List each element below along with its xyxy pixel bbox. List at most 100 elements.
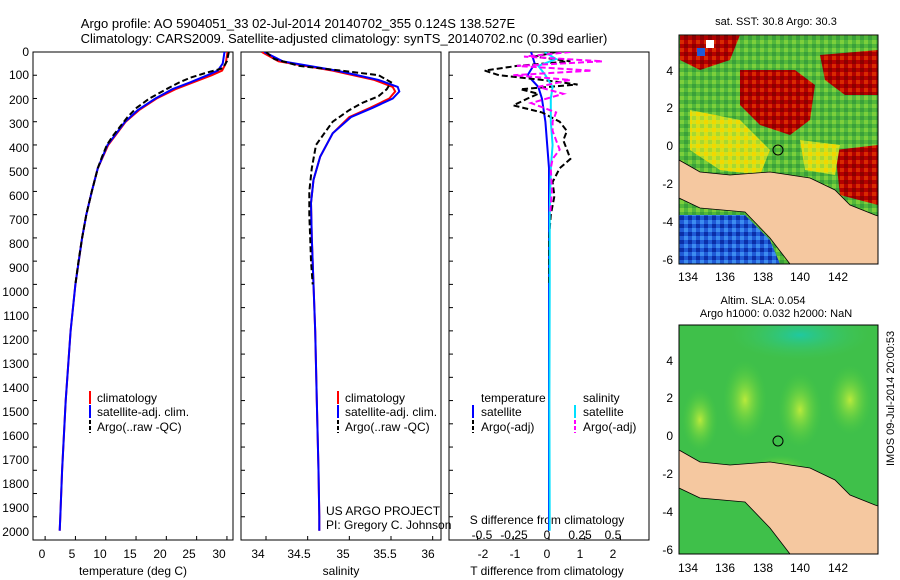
legend-heading-salinity: salinity: [583, 391, 620, 405]
series-line-climatology: [58, 52, 229, 531]
depth-tick: 0: [22, 45, 29, 59]
salinity-axes: [240, 51, 442, 541]
temperature-xtick-labels: 0 5 10 15 20 25 30: [39, 547, 226, 561]
t-diff-xtick: 1: [577, 547, 584, 561]
legend-label-argo: Argo(..raw -QC): [345, 420, 430, 434]
salinity-xtick: 35: [336, 547, 350, 561]
temperature-axes: [32, 51, 234, 541]
sla-map-title: Altim. SLA: 0.054: [721, 295, 806, 307]
sst-map-yticks: 4 2 0 -2 -4 -6: [662, 64, 673, 267]
legend-label-sat-clim: satellite-adj. clim.: [97, 405, 189, 419]
argo-location-marker: [772, 435, 784, 447]
sla-map-subtitle: Argo h1000: 0.032 h2000: NaN: [700, 308, 852, 320]
depth-tick: 300: [9, 117, 29, 131]
depth-tick: 1800: [2, 477, 29, 491]
sla-high-blob: [723, 360, 767, 440]
series-line-climatology: [261, 52, 397, 531]
difference-s-tick-labels: -0.5 -0.25 0 0.25 0.5: [472, 528, 622, 542]
depth-tick: 1100: [3, 309, 29, 323]
depth-tick: 200: [9, 93, 29, 107]
map-ytick: -6: [662, 543, 673, 557]
map-ytick: -4: [662, 505, 673, 519]
legend-label-s-argo: Argo(-adj): [583, 420, 636, 434]
t-diff-xtick: 2: [610, 547, 617, 561]
t-difference-xlabel: T difference from climatology: [470, 564, 624, 578]
legend-label-climatology: climatology: [97, 391, 157, 405]
land-new-guinea: [679, 449, 878, 554]
sst-mid-patch-east: [800, 140, 840, 175]
title-line2: Climatology: CARS2009. Satellite-adjuste…: [81, 31, 608, 46]
legend-label-t-satellite: satellite: [481, 405, 522, 419]
map-xtick: 134: [678, 561, 698, 575]
depth-tick: 2000: [2, 525, 29, 539]
salinity-xtick: 35.5: [373, 547, 397, 561]
s-diff-xtick: 0.5: [605, 528, 622, 542]
sst-cool-patch: [679, 215, 780, 264]
difference-t-tick-labels: -2 -1 0 1 2: [478, 547, 617, 561]
map-xtick: 134: [678, 270, 698, 284]
map-xtick: 140: [790, 270, 810, 284]
depth-tick: 1500: [2, 405, 29, 419]
series-line-salinity-satellite: [536, 52, 559, 531]
temperature-xlabel: temperature (deg C): [79, 564, 187, 578]
sst-mid-patch: [690, 110, 770, 175]
sst-map-frame: [678, 34, 879, 265]
map-ytick: -6: [662, 253, 673, 267]
land-new-guinea: [679, 159, 878, 264]
sla-map-xticks: 134 136 138 140 142: [678, 561, 848, 575]
sla-high-blob: [828, 365, 872, 435]
sla-high-blob: [778, 372, 822, 448]
map-xtick: 136: [715, 270, 735, 284]
depth-tick: 1900: [2, 501, 29, 515]
salinity-xtick-labels: 34 34.5 35 35.5 36: [251, 547, 435, 561]
depth-tick: 500: [9, 165, 29, 179]
salinity-xtick: 36: [421, 547, 435, 561]
map-xtick: 138: [753, 561, 773, 575]
salinity-xlabel: salinity: [323, 564, 360, 578]
salinity-xtick: 34.5: [287, 547, 311, 561]
depth-tick: 1400: [2, 381, 29, 395]
depth-tick: 1700: [2, 453, 29, 467]
s-diff-xtick: 0.25: [568, 528, 592, 542]
legend-label-s-satellite: satellite: [583, 405, 624, 419]
sst-missing-pixel: [706, 40, 714, 48]
temperature-legend: climatology satellite-adj. clim. Argo(..…: [89, 391, 189, 434]
legend-label-climatology: climatology: [345, 391, 405, 405]
sla-high-blob: [682, 388, 718, 452]
sla-map-frame: [678, 324, 879, 555]
x-tick-marks: [44, 536, 621, 540]
map-ytick: -2: [662, 177, 673, 191]
depth-tick: 600: [9, 189, 29, 203]
temperature-xtick: 10: [93, 547, 107, 561]
map-xtick: 136: [715, 561, 735, 575]
project-credit: US ARGO PROJECT: [326, 504, 441, 518]
temperature-xtick: 30: [212, 547, 226, 561]
t-diff-xtick: 0: [544, 547, 551, 561]
legend-label-sat-clim: satellite-adj. clim.: [345, 405, 437, 419]
salinity-legend: climatology satellite-adj. clim. Argo(..…: [337, 391, 437, 434]
map-ytick: 4: [666, 64, 673, 78]
legend-label-t-argo: Argo(-adj): [481, 420, 534, 434]
depth-tick: 1000: [2, 285, 29, 299]
sst-pixel: [697, 48, 705, 56]
sla-map: [679, 325, 878, 554]
series-line-argo-raw-qc-: [265, 52, 393, 285]
depth-tick-marks: [33, 51, 453, 518]
series-line-argo-raw-qc-: [74, 52, 230, 285]
map-ytick: 4: [666, 354, 673, 368]
map-xtick: 140: [790, 561, 810, 575]
series-line-temperature-satellite: [526, 52, 550, 531]
depth-tick: 1300: [2, 357, 29, 371]
salinity-plot: [261, 52, 401, 531]
map-xtick: 142: [828, 270, 848, 284]
map-ytick: 0: [666, 139, 673, 153]
argo-location-marker: [772, 144, 784, 156]
sla-map-yticks: 4 2 0 -2 -4 -6: [662, 354, 673, 557]
t-diff-xtick: -1: [510, 547, 521, 561]
depth-tick: 100: [9, 68, 29, 82]
depth-tick-labels: 0 100 200 300 400 500 600 700 800 900 10…: [2, 45, 29, 539]
series-line-temperature-argo-adj-: [484, 52, 578, 285]
depth-tick: 700: [9, 213, 29, 227]
sst-warm-patch-north: [680, 35, 740, 70]
